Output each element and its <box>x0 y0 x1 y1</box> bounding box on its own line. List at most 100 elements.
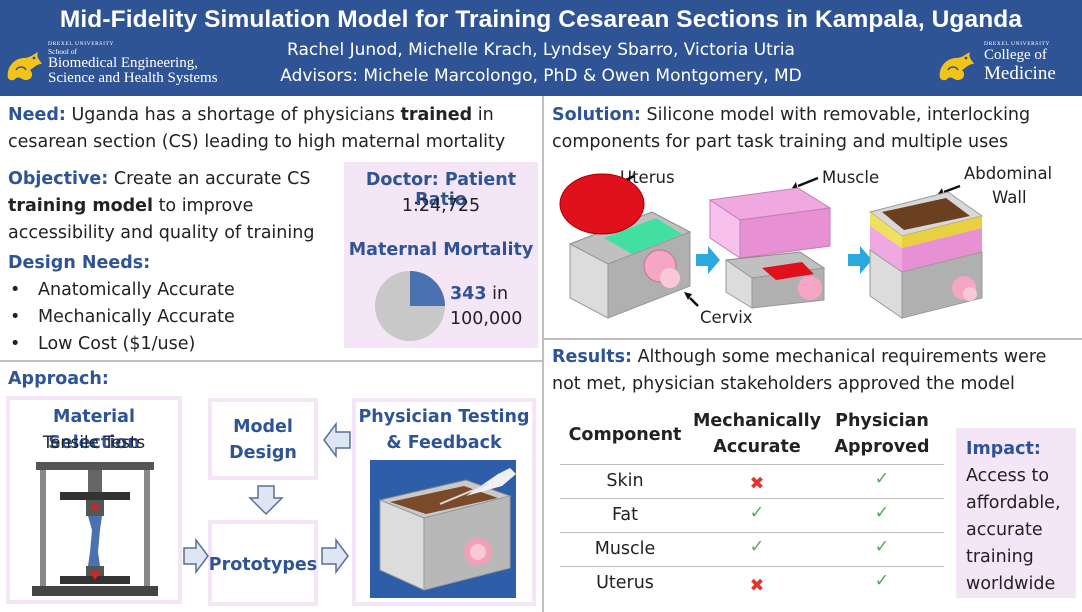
impact-line: worldwide <box>966 574 1056 594</box>
mortality-in: in <box>486 284 509 304</box>
row-phys-mark: ✓ <box>874 537 890 557</box>
prototypes-title: Prototypes <box>208 555 318 575</box>
header-phys-line2: Approved <box>834 437 930 457</box>
abdominal-label: Abdominal <box>964 164 1053 183</box>
ratio-value: 1:24,725 <box>401 196 481 216</box>
need-text-b: in cesarean section (CS) leading to high… <box>8 105 506 152</box>
impact-line: affordable, <box>966 493 1061 513</box>
objective-text-a: Create an accurate CS <box>108 169 311 189</box>
logo-line2: Medicine <box>984 62 1056 84</box>
physician-title: Physician Testing & Feedback <box>352 404 536 456</box>
table-row: Uterus ✖ ✓ <box>560 566 944 600</box>
row-phys-mark: ✓ <box>874 469 890 489</box>
logo-university: DREXEL UNIVERSITY <box>48 41 115 47</box>
table-row: Fat ✓ ✓ <box>560 498 944 532</box>
right-divider <box>544 338 1082 340</box>
logo-university: DREXEL UNIVERSITY <box>984 41 1051 47</box>
logo-line1: Biomedical Engineering, <box>48 54 198 71</box>
results-text: Although some mechanical requirements we… <box>552 347 1047 394</box>
row-component: Muscle <box>594 539 656 559</box>
objective-text-b: to improve accessibility and quality of … <box>8 196 315 243</box>
mortality-per: 100,000 <box>450 309 523 329</box>
design-needs-label: Design Needs: <box>8 253 151 273</box>
mortality-label: Maternal Mortality <box>348 240 534 260</box>
model-components-diagram <box>559 173 984 319</box>
stats-box: Doctor: Patient Ratio 1:24,725 Maternal … <box>344 162 538 348</box>
physician-testing-photo <box>370 460 516 598</box>
impact-label: Impact: <box>966 439 1041 459</box>
results-label: Results: <box>552 347 632 367</box>
objective-bold: training model <box>8 196 153 216</box>
header-mech-line1: Mechanically <box>693 411 821 431</box>
row-mech-mark: ✓ <box>749 537 765 557</box>
mortality-number: 343 <box>450 284 487 304</box>
arrow-right-icon <box>321 537 349 575</box>
design-needs-list: Anatomically Accurate Mechanically Accur… <box>8 277 338 358</box>
physician-line2: & Feedback <box>386 433 502 453</box>
cervix-label: Cervix <box>700 308 753 327</box>
drexel-biomed-logo: DREXEL UNIVERSITY School of Biomedical E… <box>4 41 234 92</box>
pie-slice <box>410 271 445 306</box>
impact-line: Access to <box>966 466 1050 486</box>
ratio-label: Doctor: Patient Ratio <box>365 170 517 210</box>
header-component: Component <box>568 425 682 445</box>
row-component: Fat <box>611 505 639 525</box>
model-design-line1: Model <box>233 417 293 437</box>
header-mechanical: Mechanically Accurate <box>692 408 822 460</box>
solution-text: Silicone model with removable, interlock… <box>552 105 1031 152</box>
results-section: Results: Although some mechanical requir… <box>552 344 1072 398</box>
material-title: Material Selection <box>48 407 140 453</box>
list-item: Low Cost ($1/use) <box>8 331 338 358</box>
poster-title: Mid-Fidelity Simulation Model for Traini… <box>59 6 1023 33</box>
logo-line2: Science and Health Systems <box>48 70 218 87</box>
row-mech-mark: ✖ <box>749 474 765 494</box>
row-component: Skin <box>606 471 644 491</box>
vertical-divider <box>542 96 544 612</box>
row-component: Uterus <box>596 573 654 593</box>
advisors: Advisors: Michele Marcolongo, PhD & Owen… <box>280 66 802 86</box>
dragon-icon <box>7 52 42 81</box>
authors: Rachel Junod, Michelle Krach, Lyndsey Sb… <box>287 40 795 60</box>
solution-section: Solution: Silicone model with removable,… <box>552 102 1072 156</box>
mortality-pie-chart <box>375 271 445 341</box>
need-section: Need: Uganda has a shortage of physician… <box>8 102 538 156</box>
need-text-a: Uganda has a shortage of physicians <box>65 105 401 125</box>
table-row: Muscle ✓ ✓ <box>560 532 944 566</box>
poster-header: Mid-Fidelity Simulation Model for Traini… <box>0 0 1082 96</box>
approach-label: Approach: <box>8 369 109 389</box>
list-item: Mechanically Accurate <box>8 304 338 331</box>
uterus-label: Uterus <box>620 168 675 187</box>
table-row: Skin ✖ ✓ <box>560 464 944 498</box>
solution-label: Solution: <box>552 105 641 125</box>
wall-label: Wall <box>992 188 1027 207</box>
header-physician: Physician Approved <box>822 408 942 460</box>
model-design-line2: Design <box>229 443 297 463</box>
logo-line1: College of <box>984 46 1047 63</box>
need-bold: trained <box>400 105 473 125</box>
need-label: Need: <box>8 105 66 125</box>
arrow-down-icon <box>248 485 284 516</box>
row-mech-mark: ✓ <box>749 503 765 523</box>
header-phys-line1: Physician <box>835 411 929 431</box>
left-divider <box>0 360 542 362</box>
drexel-medicine-logo: DREXEL UNIVERSITY College of Medicine <box>936 41 1082 92</box>
logo-school: School of <box>48 46 77 56</box>
list-item: Anatomically Accurate <box>8 277 338 304</box>
arrow-right-icon <box>183 537 209 575</box>
arrow-left-icon <box>323 421 351 459</box>
tensile-tester-illustration <box>32 462 158 596</box>
header-mech-line2: Accurate <box>713 437 801 457</box>
dragon-icon <box>939 52 974 81</box>
objective-label: Objective: <box>8 169 109 189</box>
row-phys-mark: ✓ <box>874 503 890 523</box>
model-design-title: Model Design <box>208 414 318 466</box>
model-design-box <box>208 398 318 480</box>
prototypes-box <box>208 520 318 606</box>
design-needs-section: Design Needs: Anatomically Accurate Mech… <box>8 250 338 358</box>
objective-section: Objective: Create an accurate CS trainin… <box>8 166 338 247</box>
material-sub: Tensile Tests <box>42 433 146 452</box>
physician-line1: Physician Testing <box>358 407 530 427</box>
row-mech-mark: ✖ <box>749 576 765 596</box>
impact-line: accurate <box>966 520 1043 540</box>
muscle-label: Muscle <box>822 168 880 187</box>
